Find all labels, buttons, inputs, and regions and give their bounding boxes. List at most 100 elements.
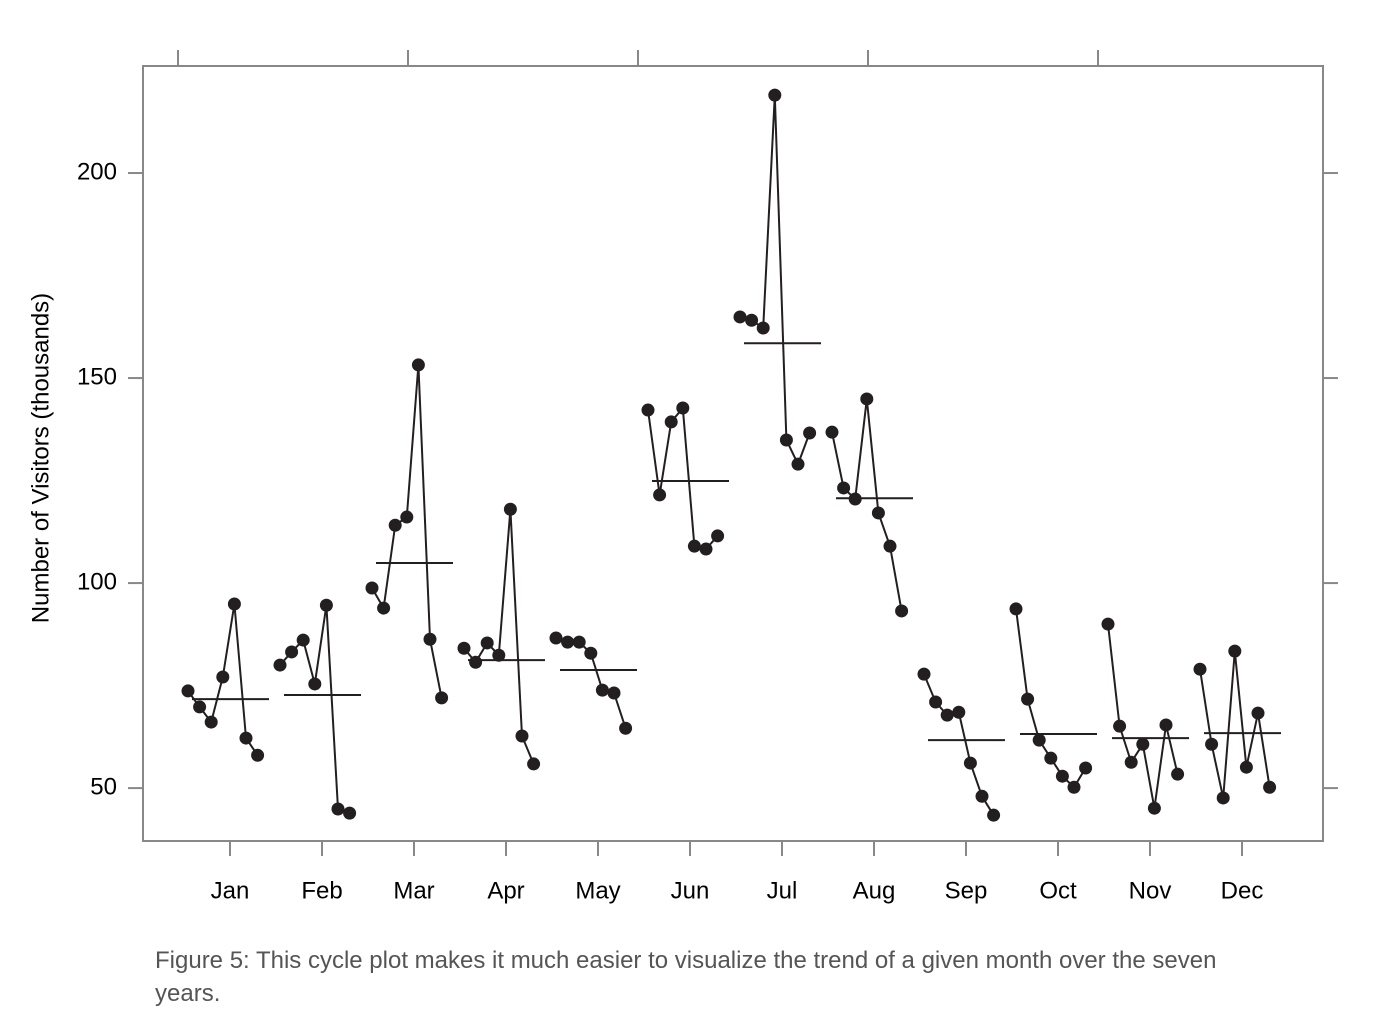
point bbox=[331, 802, 345, 816]
point bbox=[1044, 751, 1058, 765]
point bbox=[733, 310, 747, 324]
point bbox=[572, 635, 586, 649]
caption: Figure 5: This cycle plot makes it much … bbox=[155, 947, 1217, 1007]
point bbox=[365, 581, 379, 595]
point bbox=[803, 426, 817, 440]
point bbox=[929, 695, 943, 709]
point bbox=[480, 636, 494, 650]
point bbox=[216, 670, 230, 684]
point bbox=[549, 631, 563, 645]
point bbox=[895, 604, 909, 618]
point bbox=[1205, 737, 1219, 751]
x-tick-label: Apr bbox=[487, 877, 524, 904]
x-tick-label: Jul bbox=[767, 877, 798, 904]
point bbox=[308, 677, 322, 691]
point bbox=[940, 708, 954, 722]
x-tick-label: Feb bbox=[301, 877, 342, 904]
cycle-line bbox=[647, 405, 719, 551]
cycle-line bbox=[739, 95, 811, 467]
cycle-line bbox=[831, 398, 903, 612]
point bbox=[837, 481, 851, 495]
point bbox=[871, 506, 885, 520]
x-tick-label: May bbox=[575, 877, 620, 904]
point bbox=[388, 518, 402, 532]
point bbox=[181, 684, 195, 698]
x-tick-label: Aug bbox=[853, 877, 896, 904]
point bbox=[768, 88, 782, 102]
point bbox=[503, 502, 517, 516]
x-tick-label: Mar bbox=[393, 877, 434, 904]
point bbox=[791, 457, 805, 471]
point bbox=[1032, 733, 1046, 747]
point bbox=[343, 806, 357, 820]
point bbox=[1055, 769, 1069, 783]
point bbox=[664, 415, 678, 429]
y-tick-label: 150 bbox=[77, 363, 117, 390]
point bbox=[917, 667, 931, 681]
point bbox=[435, 691, 449, 705]
cycle-line bbox=[463, 509, 535, 765]
point bbox=[595, 683, 609, 697]
point bbox=[296, 633, 310, 647]
point bbox=[676, 401, 690, 415]
point bbox=[619, 721, 633, 735]
point bbox=[1067, 780, 1081, 794]
point bbox=[204, 715, 218, 729]
x-tick-label: Jun bbox=[671, 877, 710, 904]
point bbox=[963, 756, 977, 770]
point bbox=[377, 601, 391, 615]
x-tick-label: Oct bbox=[1039, 877, 1077, 904]
point bbox=[1124, 755, 1138, 769]
point bbox=[239, 731, 253, 745]
point bbox=[883, 539, 897, 553]
point bbox=[1147, 801, 1161, 815]
point bbox=[1228, 644, 1242, 658]
point bbox=[952, 705, 966, 719]
chart: Number of Visitors (thousands) 50 100 150 2… bbox=[27, 50, 1338, 904]
cycle-line bbox=[1107, 623, 1179, 809]
point bbox=[687, 539, 701, 553]
point bbox=[1101, 617, 1115, 631]
point bbox=[779, 433, 793, 447]
point bbox=[469, 655, 483, 669]
x-tick-label: Jan bbox=[211, 877, 250, 904]
y-tick-label: 200 bbox=[77, 158, 117, 185]
y-axis-label: Number of Visitors (thousands) bbox=[27, 293, 54, 623]
x-tick-label: Nov bbox=[1129, 877, 1172, 904]
point bbox=[273, 658, 287, 672]
point bbox=[756, 321, 770, 335]
point bbox=[423, 632, 437, 646]
cycle-line bbox=[279, 605, 350, 815]
point bbox=[1113, 719, 1127, 733]
point bbox=[1009, 602, 1023, 616]
point bbox=[285, 645, 299, 659]
point bbox=[1079, 761, 1093, 775]
point bbox=[319, 598, 333, 612]
cycle-line bbox=[371, 364, 443, 699]
point bbox=[457, 641, 471, 655]
y-tick-label: 100 bbox=[77, 568, 117, 595]
point bbox=[227, 597, 241, 611]
point bbox=[1263, 780, 1277, 794]
point bbox=[527, 757, 541, 771]
point bbox=[1239, 760, 1253, 774]
x-tick-label: Sep bbox=[945, 877, 988, 904]
point bbox=[251, 748, 265, 762]
point bbox=[492, 648, 506, 662]
point bbox=[411, 358, 425, 372]
point bbox=[825, 425, 839, 439]
point bbox=[1021, 692, 1035, 706]
point bbox=[193, 700, 207, 714]
point bbox=[699, 542, 713, 556]
point bbox=[1136, 737, 1150, 751]
point bbox=[400, 510, 414, 524]
point bbox=[860, 392, 874, 406]
point bbox=[1159, 718, 1173, 732]
point bbox=[848, 492, 862, 506]
point bbox=[1216, 791, 1230, 805]
y-tick-label: 50 bbox=[90, 773, 117, 800]
x-tick-label: Dec bbox=[1221, 877, 1264, 904]
point bbox=[607, 686, 621, 700]
point bbox=[1251, 706, 1265, 720]
